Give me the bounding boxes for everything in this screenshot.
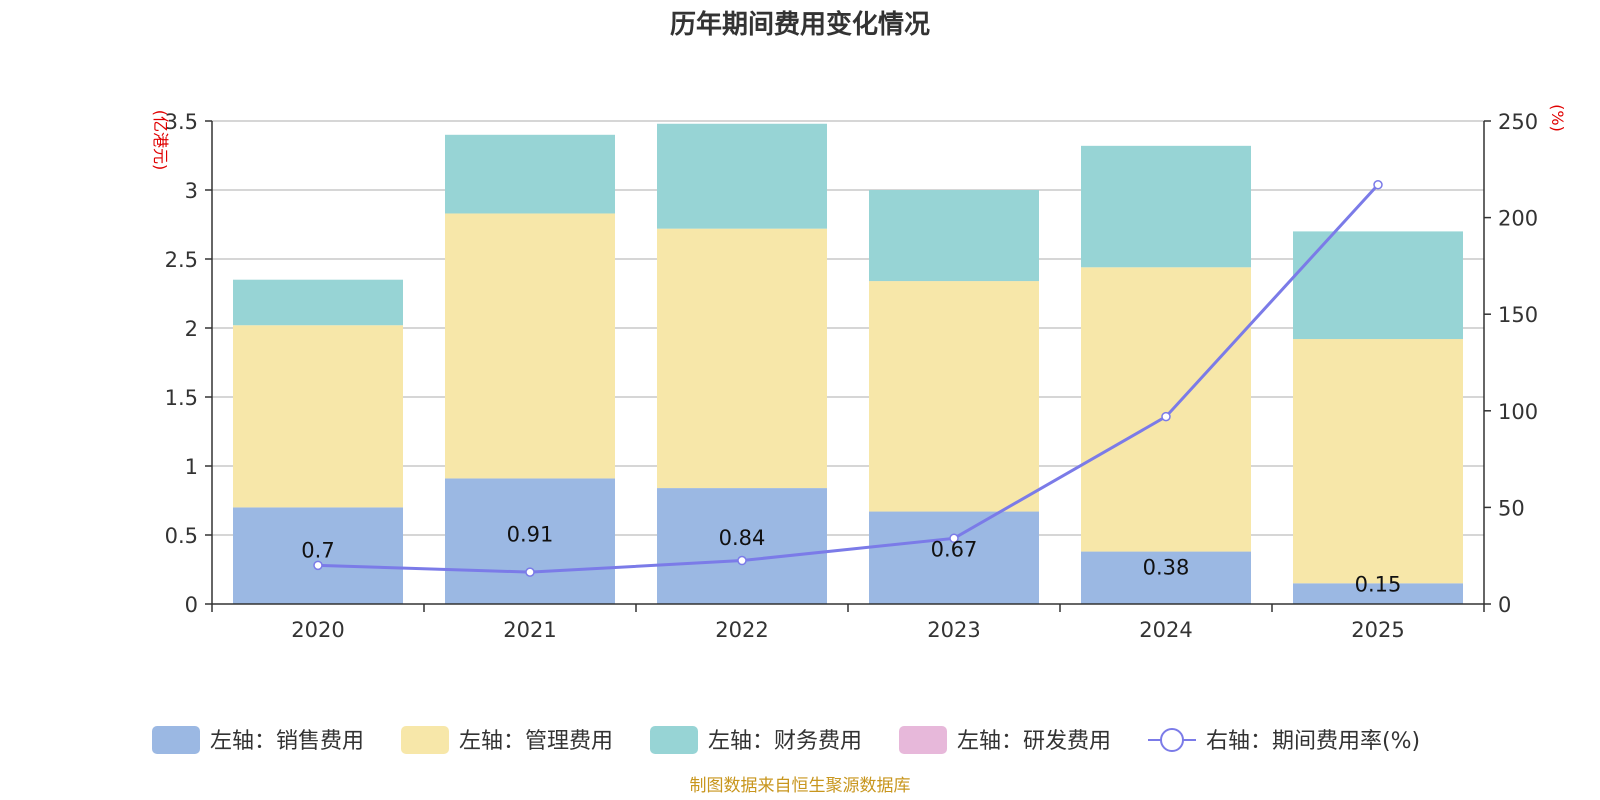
bar-segment — [233, 325, 403, 508]
right-tick-label: 50 — [1498, 496, 1525, 520]
bar-segment — [445, 213, 615, 479]
legend-swatch — [899, 726, 947, 754]
data-label: 0.15 — [1355, 572, 1402, 596]
legend-label: 左轴：研发费用 — [957, 729, 1111, 754]
rate-point — [1161, 411, 1171, 422]
data-label: 0.38 — [1143, 556, 1190, 580]
left-tick-label: 0 — [185, 593, 198, 617]
bar-segment — [1293, 231, 1463, 340]
left-tick-label: 0.5 — [165, 524, 198, 548]
left-tick-label: 3.5 — [165, 110, 198, 134]
right-tick-label: 150 — [1498, 303, 1538, 327]
left-tick-label: 3 — [185, 179, 198, 203]
data-label: 0.84 — [719, 526, 766, 550]
left-axis-unit: (亿港元) — [151, 110, 170, 171]
bar-segment — [869, 511, 1039, 604]
rate-point — [949, 533, 959, 544]
x-tick-label: 2020 — [291, 618, 344, 642]
rate-point — [313, 560, 323, 571]
bar-segment — [657, 123, 827, 229]
rate-point — [1373, 180, 1383, 190]
legend-label: 左轴：管理费用 — [459, 729, 613, 754]
right-axis-unit: (%) — [1548, 104, 1567, 132]
chart-title: 历年期间费用变化情况 — [670, 9, 930, 40]
bar-segment — [445, 134, 615, 214]
bar-segment — [445, 478, 615, 604]
x-tick-label: 2024 — [1139, 618, 1192, 642]
left-tick-label: 2.5 — [165, 248, 198, 272]
right-tick-label: 100 — [1498, 400, 1538, 424]
data-label: 0.67 — [931, 538, 978, 562]
bar-segment — [1081, 145, 1251, 268]
legend-label: 左轴：销售费用 — [210, 729, 364, 754]
legend-swatch — [152, 726, 200, 754]
data-labels: 0.7 0.91 0.84 0.67 0.38 0.15 — [301, 522, 1401, 596]
bar-segment — [1081, 267, 1251, 552]
bar-segment — [233, 279, 403, 326]
legend-swatch — [401, 726, 449, 754]
right-tick-label: 0 — [1498, 593, 1511, 617]
data-label: 0.91 — [507, 522, 554, 546]
legend-label: 左轴：财务费用 — [708, 729, 862, 754]
legend: 左轴：销售费用 左轴：管理费用 左轴：财务费用 左轴：研发费用 右轴：期间费用率(%) — [152, 726, 1420, 754]
bar-segment — [869, 190, 1039, 282]
legend-swatch — [650, 726, 698, 754]
legend-circle-symbol — [1160, 728, 1184, 752]
x-tick-label: 2023 — [927, 618, 980, 642]
bar-segment — [1293, 583, 1463, 604]
rate-line-path — [317, 183, 1380, 574]
source-note: 制图数据来自恒生聚源数据库 — [690, 776, 911, 796]
bar-segment — [657, 228, 827, 489]
rate-point — [737, 555, 747, 566]
x-tick-label: 2025 — [1351, 618, 1404, 642]
right-tick-label: 200 — [1498, 207, 1538, 231]
data-label: 0.7 — [301, 538, 334, 562]
x-tick-label: 2022 — [715, 618, 768, 642]
x-tick-label: 2021 — [503, 618, 556, 642]
bar-segment — [657, 488, 827, 604]
bar-segment — [1081, 551, 1251, 604]
rate-line — [313, 180, 1383, 577]
left-tick-label: 1 — [185, 455, 198, 479]
rate-point — [525, 567, 535, 577]
bar-segment — [1293, 339, 1463, 584]
axes: 0 0.5 1 1.5 2 2.5 3 3.5 0 50 100 150 200 250 2020 2021 2… — [165, 110, 1539, 642]
left-tick-label: 1.5 — [165, 386, 198, 410]
left-tick-label: 2 — [185, 317, 198, 341]
gridlines — [212, 120, 1484, 536]
right-tick-label: 250 — [1498, 110, 1538, 134]
bar-segment — [869, 281, 1039, 512]
legend-label: 右轴：期间费用率(%) — [1206, 729, 1420, 754]
bar-segment — [233, 507, 403, 604]
bars — [233, 123, 1463, 604]
